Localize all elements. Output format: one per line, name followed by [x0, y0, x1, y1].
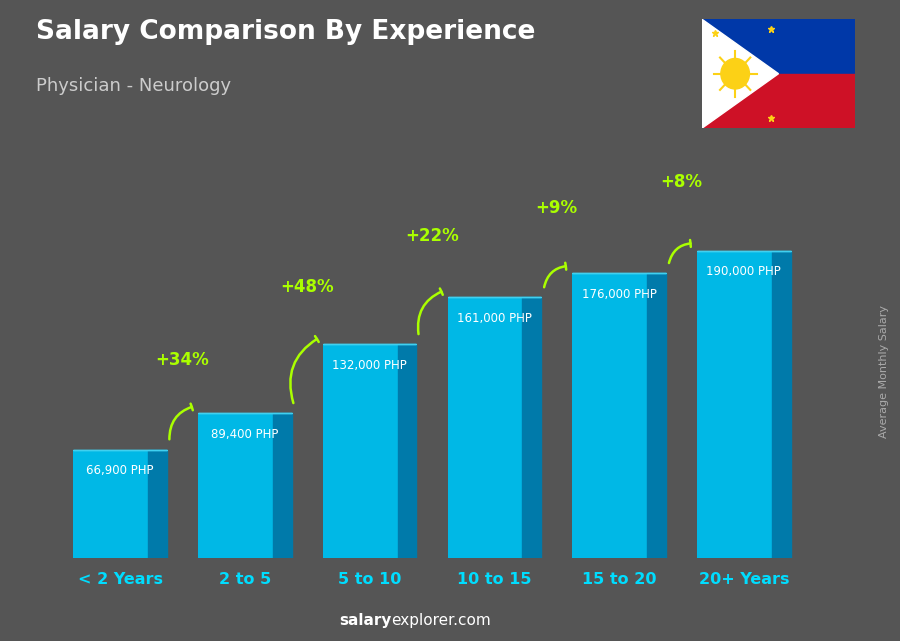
FancyBboxPatch shape — [447, 297, 522, 558]
FancyBboxPatch shape — [323, 344, 398, 558]
Text: +34%: +34% — [156, 351, 210, 369]
Polygon shape — [522, 297, 541, 558]
Polygon shape — [772, 251, 790, 558]
FancyBboxPatch shape — [697, 251, 772, 558]
Polygon shape — [148, 449, 167, 558]
Circle shape — [721, 58, 750, 89]
FancyBboxPatch shape — [198, 413, 273, 558]
Text: 190,000 PHP: 190,000 PHP — [706, 265, 781, 278]
Text: Physician - Neurology: Physician - Neurology — [36, 77, 231, 95]
Polygon shape — [702, 19, 778, 128]
Text: salary: salary — [339, 613, 392, 628]
Text: explorer.com: explorer.com — [392, 613, 491, 628]
Text: 66,900 PHP: 66,900 PHP — [86, 464, 154, 478]
FancyBboxPatch shape — [74, 449, 148, 558]
Text: +9%: +9% — [536, 199, 578, 217]
FancyBboxPatch shape — [572, 273, 647, 558]
Text: +8%: +8% — [661, 173, 702, 191]
Text: 132,000 PHP: 132,000 PHP — [332, 359, 407, 372]
Text: Salary Comparison By Experience: Salary Comparison By Experience — [36, 19, 536, 46]
Text: +22%: +22% — [405, 228, 459, 246]
Text: Average Monthly Salary: Average Monthly Salary — [878, 305, 889, 438]
Text: 161,000 PHP: 161,000 PHP — [457, 312, 532, 325]
Bar — [702, 74, 855, 128]
Text: +48%: +48% — [281, 278, 334, 296]
Polygon shape — [647, 273, 666, 558]
Text: 176,000 PHP: 176,000 PHP — [581, 288, 656, 301]
Polygon shape — [398, 344, 417, 558]
Bar — [702, 19, 855, 74]
Polygon shape — [273, 413, 292, 558]
Text: 89,400 PHP: 89,400 PHP — [212, 428, 279, 441]
